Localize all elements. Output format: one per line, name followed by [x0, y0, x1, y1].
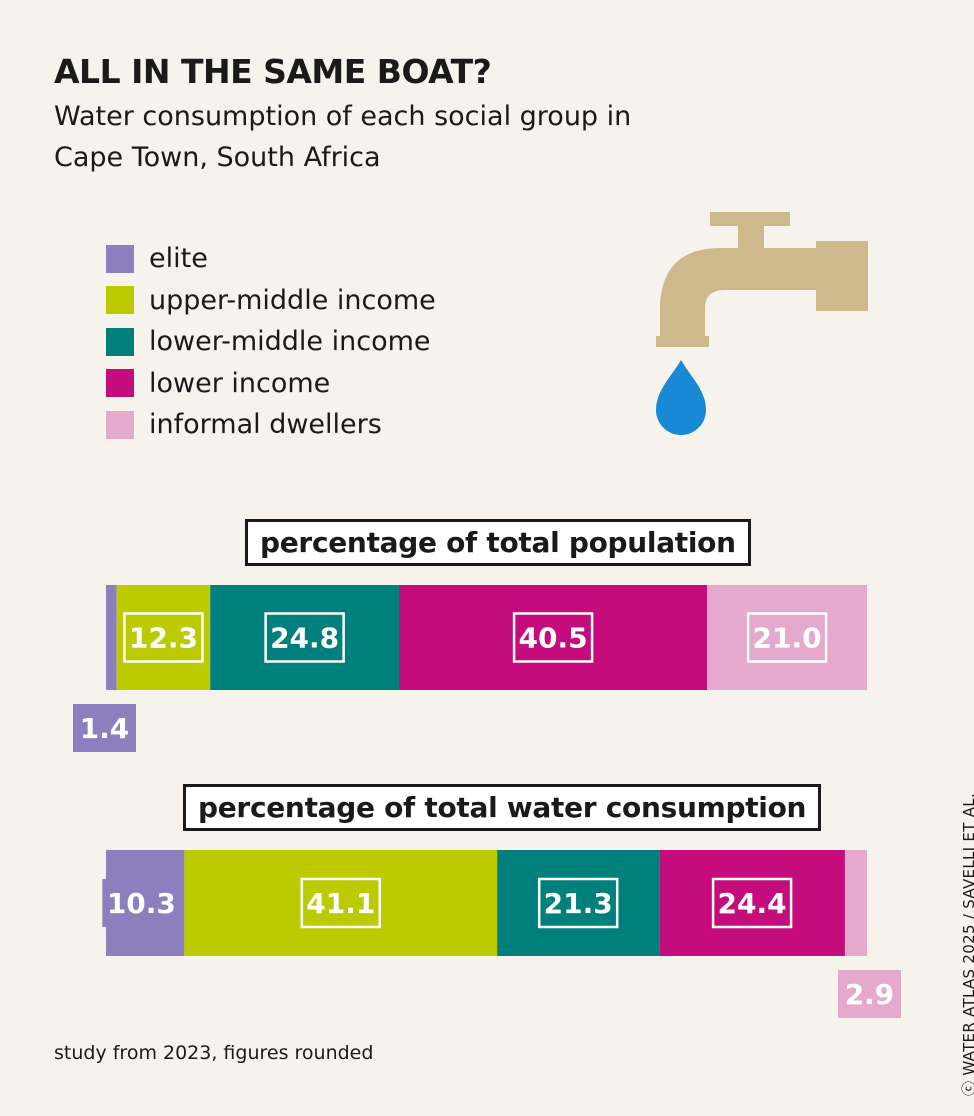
bar-label-1-1: 41.1: [300, 877, 382, 929]
bar-value-0-4: 21.0: [753, 622, 822, 655]
bar-value-1-2: 21.3: [544, 887, 613, 920]
legend-item-informal: informal dwellers: [106, 404, 436, 446]
legend-swatch-lower-middle: [106, 327, 134, 356]
bar-value-1-0: 10.3: [107, 887, 176, 920]
bar-segment-1-4: [844, 850, 867, 956]
tap-body: [656, 212, 868, 347]
legend-swatch-informal: [106, 410, 134, 439]
legend-item-upper-middle: upper-middle income: [106, 280, 436, 322]
bar-label-0-4: 21.0: [746, 612, 828, 663]
legend-item-elite: elite: [106, 238, 436, 280]
bar-value-1-3: 24.4: [718, 887, 787, 920]
water-tap-icon: [656, 212, 868, 435]
bar-label-1-0: 10.3: [102, 879, 181, 927]
population-chart-title: percentage of total population: [245, 519, 751, 566]
legend-swatch-lower-income: [106, 369, 134, 398]
consumption-chart-title: percentage of total water consumption: [183, 784, 822, 831]
bar-value-0-2: 24.8: [270, 622, 339, 655]
bar-label-0-3: 40.5: [512, 612, 594, 663]
chart-subtitle: Water consumption of each social group i…: [54, 101, 632, 173]
legend-label-lower-middle: lower-middle income: [149, 326, 431, 358]
bar-label-1-2: 21.3: [537, 877, 619, 929]
legend-label-elite: elite: [149, 243, 208, 275]
bar-label-1-4: 2.9: [838, 970, 901, 1018]
legend-swatch-elite: [106, 244, 134, 273]
footnote: study from 2023, figures rounded: [54, 1042, 374, 1064]
chart-title: ALL IN THE SAME BOAT?: [54, 52, 492, 91]
bar-value-1-4: 2.9: [845, 978, 895, 1011]
credit: ⓒ WATER ATLAS 2025 / SAVELLI ET AL.: [960, 792, 974, 1096]
bar-segment-1-3: [659, 850, 845, 956]
legend-label-informal: informal dwellers: [149, 409, 382, 441]
bar-label-0-2: 24.8: [264, 612, 345, 663]
bar-segment-0-4: [707, 585, 867, 690]
bar-value-0-3: 40.5: [519, 622, 588, 655]
bar-label-1-3: 24.4: [711, 877, 793, 929]
bar-value-1-1: 41.1: [306, 887, 375, 920]
legend: elite upper-middle income lower-middle i…: [106, 238, 436, 446]
legend-item-lower-middle: lower-middle income: [106, 321, 436, 363]
bar-label-0-1: 12.3: [123, 612, 204, 663]
legend-swatch-upper-middle: [106, 286, 134, 315]
legend-label-lower-income: lower income: [149, 367, 331, 399]
water-drop-icon: [656, 360, 706, 435]
bar-value-0-1: 12.3: [129, 622, 198, 655]
bar-segment-1-1: [184, 850, 498, 956]
legend-item-lower-income: lower income: [106, 363, 436, 405]
bar-value-0-0: 1.4: [80, 712, 130, 745]
bar-segment-0-0: [106, 585, 117, 690]
legend-label-upper-middle: upper-middle income: [149, 284, 436, 316]
bar-segment-0-3: [398, 585, 708, 690]
bar-segment-0-2: [210, 585, 399, 690]
bar-segment-0-1: [116, 585, 211, 690]
bar-segment-1-2: [497, 850, 660, 956]
bar-label-0-0: 1.4: [73, 704, 136, 752]
